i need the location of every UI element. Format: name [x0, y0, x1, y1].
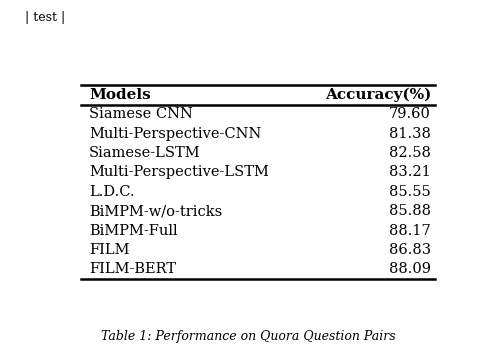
Text: Multi-Perspective-LSTM: Multi-Perspective-LSTM [89, 166, 269, 180]
Text: 85.88: 85.88 [389, 204, 431, 218]
Text: 88.17: 88.17 [389, 224, 431, 238]
Text: BiMPM-w/o-tricks: BiMPM-w/o-tricks [89, 204, 222, 218]
Text: 82.58: 82.58 [389, 146, 431, 160]
Text: Models: Models [89, 88, 151, 102]
Text: 86.83: 86.83 [389, 243, 431, 257]
Text: BiMPM-Full: BiMPM-Full [89, 224, 178, 238]
Text: | test |: | test | [25, 10, 65, 23]
Text: Multi-Perspective-CNN: Multi-Perspective-CNN [89, 127, 261, 141]
Text: L.D.C.: L.D.C. [89, 185, 134, 199]
Text: 81.38: 81.38 [389, 127, 431, 141]
Text: Siamese-LSTM: Siamese-LSTM [89, 146, 200, 160]
Text: Siamese CNN: Siamese CNN [89, 107, 193, 121]
Text: 83.21: 83.21 [389, 166, 431, 180]
Text: FILM: FILM [89, 243, 129, 257]
Text: Accuracy(%): Accuracy(%) [325, 88, 431, 102]
Text: Table 1: Performance on Quora Question Pairs: Table 1: Performance on Quora Question P… [101, 330, 395, 343]
Text: 88.09: 88.09 [389, 262, 431, 276]
Text: FILM-BERT: FILM-BERT [89, 262, 176, 276]
Text: 85.55: 85.55 [389, 185, 431, 199]
Text: 79.60: 79.60 [389, 107, 431, 121]
